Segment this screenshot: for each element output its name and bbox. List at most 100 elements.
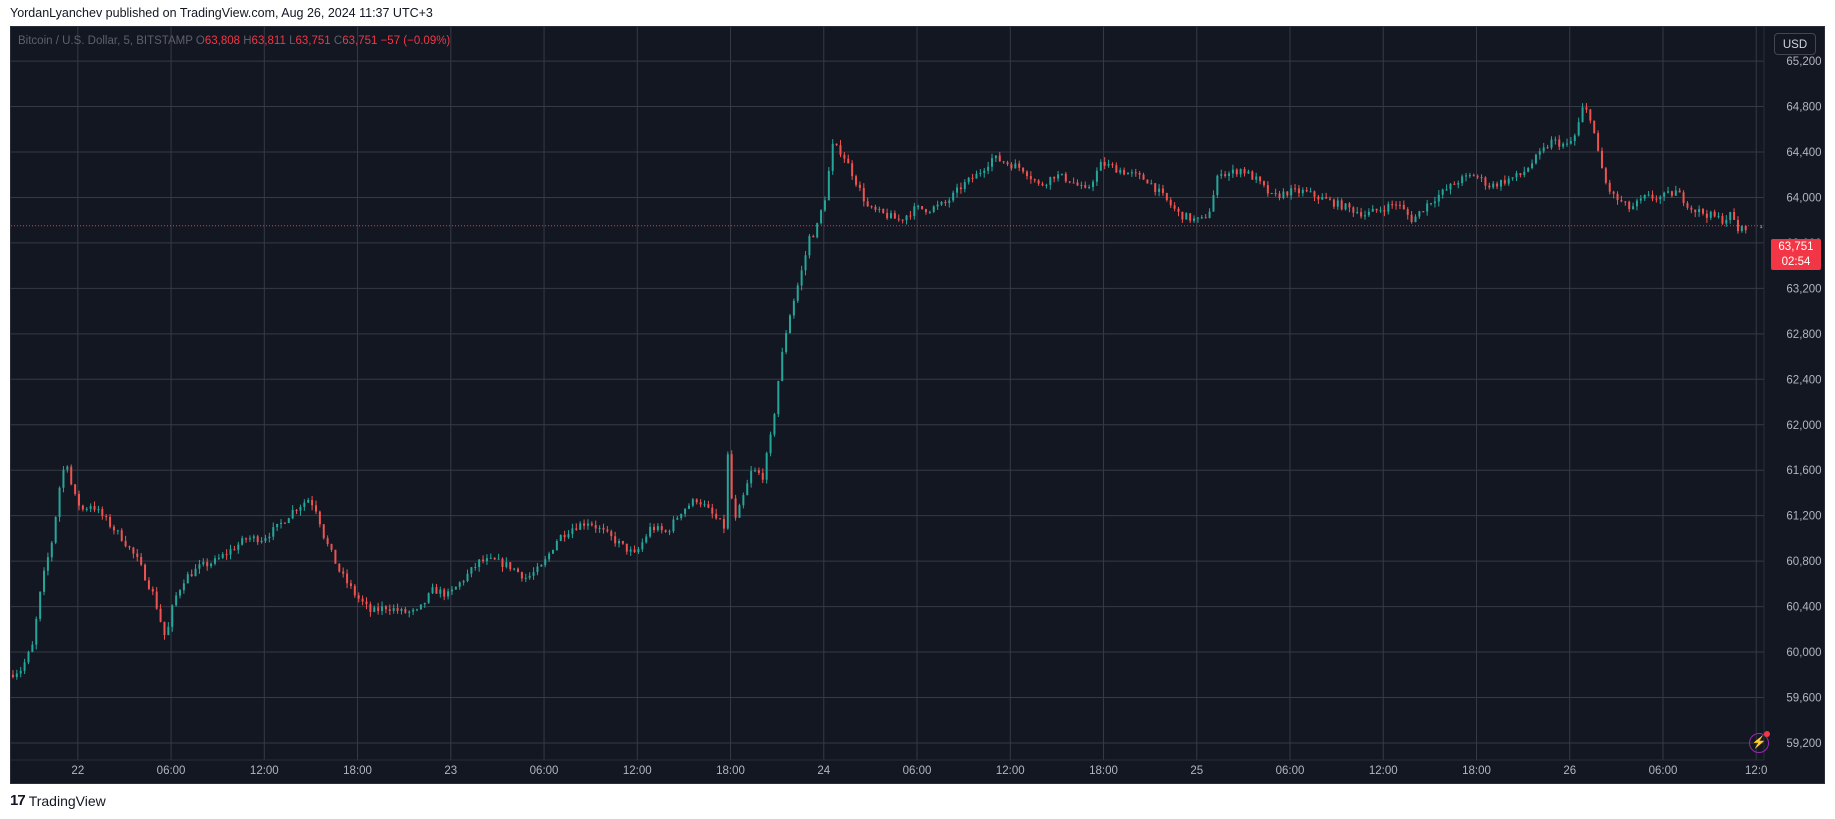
candle-body: [349, 583, 352, 587]
candle-body: [606, 529, 609, 532]
candle-body: [1659, 196, 1662, 200]
candle-body: [551, 549, 554, 554]
candle-body: [1352, 207, 1355, 213]
candle-body: [1363, 215, 1366, 217]
candle-body: [1422, 211, 1425, 213]
candle-body: [43, 570, 46, 592]
candle-body: [1546, 147, 1549, 149]
candle-body: [730, 454, 733, 499]
candle-body: [1698, 209, 1701, 213]
candle-body: [555, 540, 558, 550]
candle-body: [672, 519, 675, 532]
candle-body: [1375, 208, 1378, 211]
candle-body: [1387, 204, 1390, 212]
close-label: C: [333, 35, 343, 47]
y-tick-label: 65,200: [1786, 56, 1821, 68]
candle-body: [132, 547, 135, 554]
candle-body: [1344, 203, 1347, 210]
candle-body: [1371, 208, 1374, 212]
candle-body: [419, 604, 422, 610]
candle-body: [614, 536, 617, 544]
candle-body: [1095, 170, 1098, 182]
x-tick-label: 06:00: [530, 765, 559, 777]
candle-body: [602, 527, 605, 530]
candle-body: [210, 563, 213, 567]
candle-body: [1259, 176, 1262, 182]
candle-body: [268, 536, 271, 539]
candle-body: [1729, 212, 1732, 220]
candle-body: [1433, 201, 1436, 204]
candle-body: [1581, 107, 1584, 123]
candle-body: [1173, 205, 1176, 209]
candle-body: [645, 536, 648, 543]
candle-body: [1667, 191, 1670, 193]
axis-layer: 59,200 59,600 60,000 60,400 60,800 61,200 61,6…: [11, 27, 1822, 777]
candle-body: [660, 526, 663, 531]
x-tick-label: 06:00: [157, 765, 186, 777]
candle-body: [466, 573, 469, 582]
symbol-label: Bitcoin / U.S. Dollar, 5, BITSTAMP: [18, 35, 193, 47]
candle-body: [1600, 150, 1603, 169]
candle-body: [866, 201, 869, 207]
footer-brand[interactable]: 17 TradingView: [10, 792, 106, 809]
candle-body: [77, 493, 80, 506]
candle-body: [967, 177, 970, 183]
candle-body: [501, 558, 504, 568]
candle-body: [711, 507, 714, 514]
candle-body: [1569, 141, 1572, 144]
candle-body: [944, 201, 947, 204]
candle-body: [404, 609, 407, 613]
candle-body: [1239, 169, 1242, 175]
candle-body: [346, 573, 349, 584]
candle-body: [897, 218, 900, 220]
candle-body: [633, 549, 636, 552]
candle-body: [326, 538, 329, 545]
candle-body: [858, 184, 861, 188]
candle-body: [905, 215, 908, 221]
candle-body: [179, 590, 182, 596]
candle-body: [1255, 176, 1258, 180]
candle-body: [987, 166, 990, 171]
candle-body: [1709, 211, 1712, 218]
candle-body: [1655, 198, 1658, 200]
candle-body: [237, 544, 240, 550]
candle-body: [932, 206, 935, 212]
candle-body: [1329, 198, 1332, 200]
candle-body: [1099, 161, 1102, 171]
candle-body: [412, 609, 415, 612]
candle-body: [264, 538, 267, 541]
candle-body: [1542, 147, 1545, 152]
candle-body: [19, 670, 22, 674]
candle-body: [567, 534, 570, 538]
candle-body: [1554, 139, 1557, 141]
candle-body: [1336, 200, 1339, 207]
change-value: −57 (−0.09%): [380, 35, 451, 47]
candle-body: [695, 499, 698, 503]
candle-body: [1228, 173, 1231, 176]
candle-body: [917, 206, 920, 208]
grid-layer: [11, 27, 1764, 760]
candle-body: [652, 526, 655, 531]
lightning-icon[interactable]: ⚡: [1749, 733, 1769, 753]
candle-body: [1243, 169, 1246, 174]
candle-body: [1332, 199, 1335, 207]
candle-body: [369, 604, 372, 612]
candle-body: [594, 525, 597, 529]
candle-body: [1670, 191, 1673, 196]
candle-body: [1534, 154, 1537, 164]
candle-body: [959, 187, 962, 190]
currency-button[interactable]: USD: [1774, 33, 1816, 55]
candle-body: [1499, 180, 1502, 187]
candle-body: [450, 589, 453, 592]
candle-body: [1138, 173, 1141, 175]
candle-body: [1231, 169, 1234, 174]
candle-body: [785, 333, 788, 353]
candle-body: [1193, 218, 1196, 221]
candle-body: [1620, 200, 1623, 202]
candle-body: [147, 580, 150, 589]
brand-name: TradingView: [28, 792, 106, 809]
candle-body: [738, 505, 741, 518]
candle-body: [159, 608, 162, 622]
candle-body: [97, 509, 100, 511]
